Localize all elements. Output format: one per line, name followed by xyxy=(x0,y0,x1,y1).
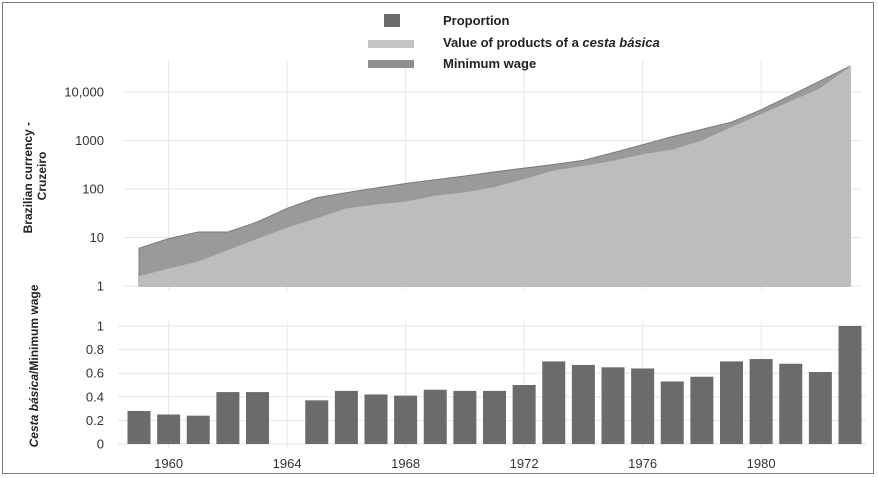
proportion-bar xyxy=(660,381,684,444)
legend-label-cesta-main: Value of products of a xyxy=(443,35,580,50)
x-tick-label: 1980 xyxy=(747,456,776,471)
legend-label-minimum-wage: Minimum wage xyxy=(443,56,536,71)
top-y-tick-label: 1 xyxy=(97,279,104,294)
proportion-bar xyxy=(720,361,743,444)
bottom-y-tick-label: 0.6 xyxy=(86,366,104,381)
x-tick-label: 1964 xyxy=(273,456,302,471)
proportion-bar xyxy=(749,359,773,444)
tick-labels: 1960 1964 1968 1972 1976 1980110100100010,000… xyxy=(64,85,775,472)
x-tick-label: 1972 xyxy=(510,456,539,471)
proportion-bar xyxy=(216,392,240,444)
area-series xyxy=(138,65,851,287)
proportion-bar xyxy=(779,363,803,444)
legend-swatch-minimum-wage xyxy=(368,60,414,68)
proportion-bar xyxy=(423,389,447,444)
proportion-bar xyxy=(186,415,210,444)
proportion-bar xyxy=(334,390,358,444)
bottom-y-tick-label: 1 xyxy=(97,319,104,334)
legend-label-proportion: Proportion xyxy=(443,13,509,28)
bottom-y-tick-label: 0.4 xyxy=(86,389,104,404)
x-tick-label: 1960 xyxy=(154,456,183,471)
top-y-axis-title: Brazilian currency - Cruzeiro xyxy=(21,119,49,234)
proportion-bar xyxy=(571,364,595,444)
bottom-y-tick-label: 0.8 xyxy=(86,342,104,357)
proportion-bar xyxy=(808,372,832,444)
cesta-basica-area xyxy=(139,66,850,286)
legend-swatch-proportion xyxy=(384,14,400,27)
top-y-tick-label: 10 xyxy=(90,230,104,245)
bottom-y-axis-title: Cesta básica/Minimum wage xyxy=(27,284,41,447)
bottom-y-tick-label: 0.2 xyxy=(86,413,104,428)
bar-series xyxy=(127,326,862,444)
proportion-bar xyxy=(364,394,388,444)
legend-label-cesta: Value of products of a cesta básica xyxy=(443,35,660,50)
proportion-bar xyxy=(483,390,506,444)
legend: Proportion Value of products of a cesta … xyxy=(368,13,660,71)
proportion-bar xyxy=(305,400,329,444)
proportion-bar xyxy=(512,385,536,444)
proportion-bar xyxy=(690,376,714,444)
top-y-tick-label: 1000 xyxy=(75,133,104,148)
proportion-bar xyxy=(542,361,566,444)
legend-label-cesta-italic: cesta básica xyxy=(582,35,659,50)
x-tick-label: 1968 xyxy=(391,456,420,471)
top-y-tick-label: 10,000 xyxy=(64,85,104,100)
proportion-bar xyxy=(631,368,655,444)
proportion-bar xyxy=(127,410,151,444)
proportion-bar xyxy=(453,390,477,444)
proportion-bar xyxy=(838,326,862,444)
proportion-bar xyxy=(601,367,625,444)
proportion-bar xyxy=(246,392,269,444)
bottom-y-tick-label: 0 xyxy=(97,437,104,452)
legend-swatch-cesta xyxy=(368,40,414,48)
top-y-tick-label: 100 xyxy=(82,182,104,197)
x-tick-label: 1976 xyxy=(628,456,657,471)
proportion-bar xyxy=(394,395,418,444)
proportion-bar xyxy=(157,414,181,444)
